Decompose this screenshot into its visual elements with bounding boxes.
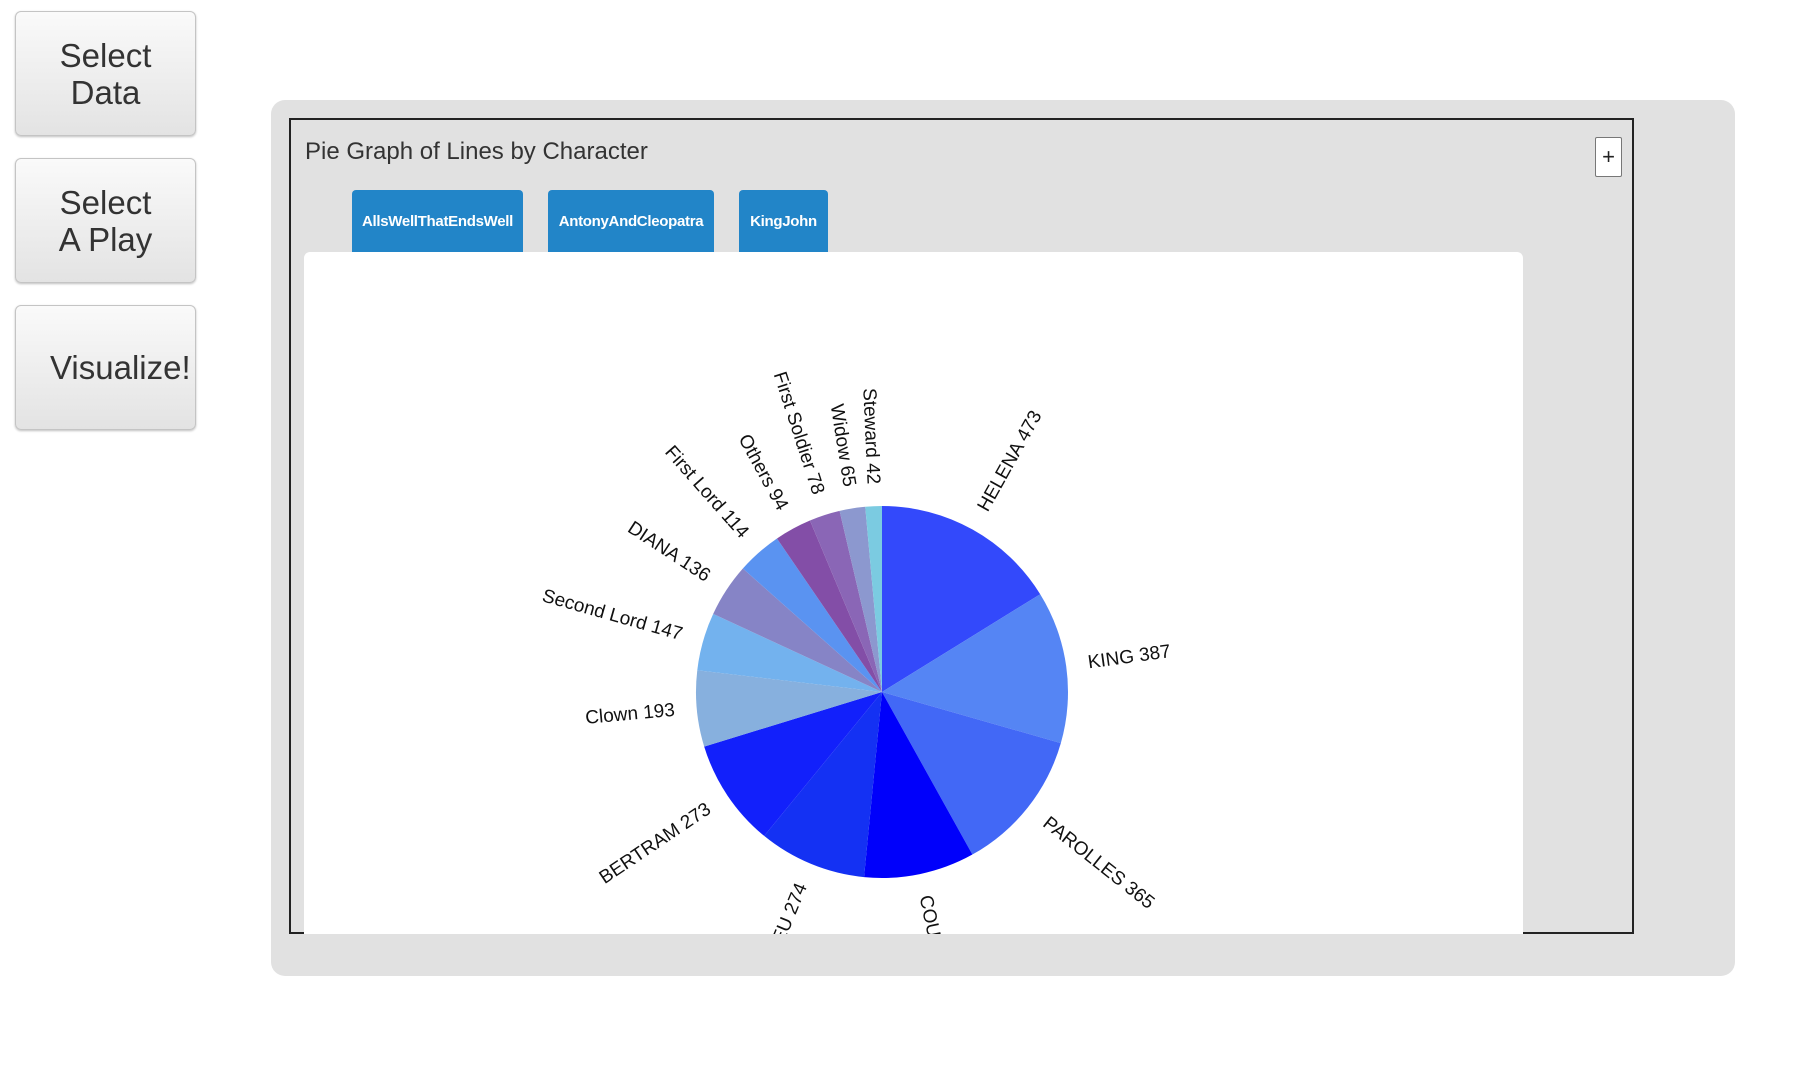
pie-slice-bertram[interactable] <box>704 692 882 836</box>
slice-label-second-lord: Second Lord 147 <box>540 586 685 646</box>
slice-label-helena: HELENA 473 <box>974 407 1047 515</box>
pie-slice-steward[interactable] <box>865 506 882 692</box>
select-play-label-line2: A Play <box>58 220 153 258</box>
slice-label-others: Others 94 <box>734 431 793 515</box>
pie-slice-king[interactable] <box>882 594 1068 744</box>
chart-area: HELENA 473 KING 387 PAROLLES 365 COUNTESS 2… <box>304 252 1523 934</box>
pie-slice-widow[interactable] <box>839 506 882 692</box>
slice-label-widow: Widow 65 <box>826 403 860 489</box>
pie-slice-second-lord[interactable] <box>697 613 882 692</box>
slice-label-steward: Steward 42 <box>858 388 883 485</box>
slice-label-countess: COUNTESS 281 <box>915 893 965 934</box>
pie-slice-first-lord[interactable] <box>742 538 882 692</box>
visualize-label: Visualize! <box>50 349 191 386</box>
select-data-label-line2: Data <box>70 73 141 111</box>
pie-slice-parolles[interactable] <box>882 692 1061 855</box>
slice-label-clown: Clown 193 <box>584 700 675 729</box>
visualize-button[interactable]: Visualize! <box>15 305 196 430</box>
pie-slice-others[interactable] <box>776 520 882 692</box>
slice-label-first-lord: First Lord 114 <box>660 442 753 543</box>
slice-label-diana: DIANA 136 <box>624 517 714 586</box>
tab-antonyandcleopatra[interactable]: AntonyAndCleopatra <box>548 190 714 252</box>
pie-slice-first-soldier[interactable] <box>809 510 882 692</box>
pie-graph-widget: Pie Graph of Lines by Character + AllsWe… <box>289 118 1634 934</box>
pie-slice-diana[interactable] <box>713 568 882 692</box>
slice-label-parolles: PAROLLES 365 <box>1039 813 1159 914</box>
select-data-button[interactable]: Select Data <box>15 11 196 136</box>
select-play-button[interactable]: Select A Play <box>15 158 196 283</box>
widget-title: Pie Graph of Lines by Character <box>305 138 648 165</box>
slice-label-king: KING 387 <box>1087 641 1173 673</box>
select-play-label-line1: Select <box>59 183 152 221</box>
expand-button[interactable]: + <box>1595 137 1622 177</box>
tab-kingjohn[interactable]: KingJohn <box>739 190 828 252</box>
pie-slice-helena[interactable] <box>882 506 1041 692</box>
pie-chart: HELENA 473 KING 387 PAROLLES 365 COUNTESS 2… <box>540 369 1173 934</box>
select-data-label-line1: Select <box>59 36 152 74</box>
pie-slice-countess[interactable] <box>864 692 973 878</box>
slice-label-lafeu: LAFEU 274 <box>755 880 812 934</box>
slice-label-bertram: BERTRAM 273 <box>596 799 715 889</box>
tab-allswellthatendswell[interactable]: AllsWellThatEndsWell <box>352 190 523 252</box>
pie-slice-lafeu[interactable] <box>764 692 882 878</box>
pie-slice-clown[interactable] <box>696 670 882 747</box>
